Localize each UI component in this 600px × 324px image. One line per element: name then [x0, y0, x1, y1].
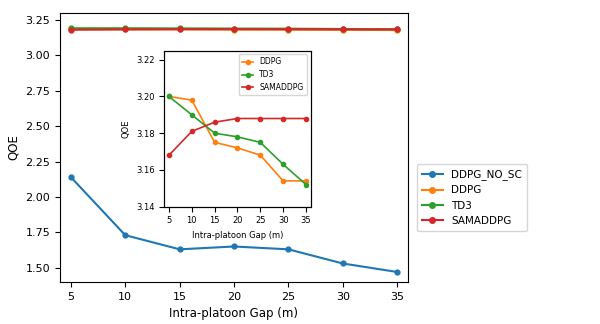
DDPG [67, 28, 74, 31]
SAMADDPG [394, 28, 401, 31]
Line: TD3: TD3 [68, 26, 400, 32]
DDPG_NO_SC [67, 175, 74, 179]
SAMADDPG [285, 27, 292, 31]
DDPG [339, 28, 346, 32]
SAMADDPG [339, 28, 346, 31]
TD3 [339, 27, 346, 31]
SAMADDPG [176, 27, 183, 31]
TD3 [230, 27, 238, 30]
SAMADDPG [230, 27, 238, 31]
DDPG [176, 28, 183, 31]
SAMADDPG [122, 28, 129, 31]
DDPG [230, 28, 238, 31]
TD3 [394, 27, 401, 31]
TD3 [176, 27, 183, 30]
TD3 [67, 26, 74, 30]
DDPG [394, 28, 401, 32]
TD3 [122, 26, 129, 30]
DDPG_NO_SC [176, 248, 183, 251]
DDPG_NO_SC [230, 245, 238, 249]
DDPG_NO_SC [339, 261, 346, 265]
SAMADDPG [67, 28, 74, 32]
DDPG_NO_SC [394, 270, 401, 274]
DDPG_NO_SC [285, 248, 292, 251]
Line: DDPG_NO_SC: DDPG_NO_SC [68, 175, 400, 274]
Line: DDPG: DDPG [68, 27, 400, 32]
Legend: DDPG_NO_SC, DDPG, TD3, SAMADDPG: DDPG_NO_SC, DDPG, TD3, SAMADDPG [417, 164, 527, 231]
DDPG_NO_SC [122, 233, 129, 237]
DDPG [122, 28, 129, 31]
TD3 [285, 27, 292, 30]
Line: SAMADDPG: SAMADDPG [68, 27, 400, 32]
X-axis label: Intra-platoon Gap (m): Intra-platoon Gap (m) [169, 307, 299, 320]
DDPG [285, 28, 292, 32]
Y-axis label: QOE: QOE [7, 134, 20, 160]
